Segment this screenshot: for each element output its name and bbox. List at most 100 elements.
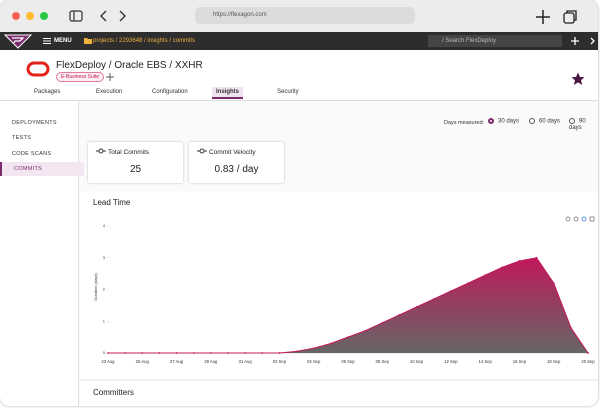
y-tick-label: 2 (103, 287, 106, 292)
x-tick-label: 31 Aug (239, 359, 253, 364)
point (329, 342, 332, 345)
point (432, 298, 435, 300)
sidebar: DEPLOYMENTS TESTS CODE SCANS COMMITS (0, 101, 84, 406)
nav-actions[interactable] (568, 35, 598, 47)
point (364, 329, 367, 332)
point (501, 266, 504, 269)
point (158, 352, 161, 354)
radio-selected[interactable] (488, 118, 494, 124)
card-title: Commit Velocity (209, 149, 256, 156)
radio-label: 30 days (498, 118, 520, 125)
card-icon (96, 148, 106, 154)
point (107, 352, 109, 354)
section-title: Committers (93, 388, 134, 397)
point (261, 352, 264, 354)
minimize-button[interactable] (26, 12, 34, 20)
browser-toolbar: https://flexagon.com (0, 0, 598, 32)
x-tick-label: 14 Sep (479, 359, 493, 364)
radio-label: 60 days (539, 118, 561, 125)
favorite-star[interactable] (571, 72, 585, 86)
point (569, 326, 572, 329)
point (124, 352, 127, 354)
x-tick-label: 04 Sep (307, 359, 321, 364)
radio-label: 90 days (569, 118, 586, 131)
sidebar-item[interactable]: DEPLOYMENTS (12, 120, 57, 126)
tab[interactable]: Security (277, 89, 299, 95)
lead-time-chart: Lead Time Duration (days) Committers 012… (80, 198, 598, 397)
radio-option[interactable]: 90 days (569, 118, 598, 131)
sidebar-item-active[interactable]: COMMITS (0, 162, 84, 176)
app-logo[interactable] (3, 33, 33, 49)
chart-title: Lead Time (93, 198, 131, 207)
point (312, 347, 315, 350)
card-icon (197, 148, 207, 154)
x-tick-label: 10 Sep (410, 359, 424, 364)
point (587, 352, 589, 354)
tab[interactable]: Configuration (152, 89, 188, 95)
x-tick-label: 25 Aug (136, 359, 150, 364)
point (227, 352, 229, 354)
point (415, 306, 418, 308)
point (552, 282, 555, 285)
x-tick-label: 16 Sep (513, 359, 527, 364)
x-tick-label: 27 Aug (170, 359, 184, 364)
x-tick-label: 08 Sep (376, 359, 390, 364)
project-title: FlexDeploy / Oracle EBS / XXHR (56, 60, 203, 71)
radio[interactable] (529, 118, 535, 124)
card-title: Total Commits (108, 149, 150, 156)
area (108, 257, 588, 353)
sidebar-item[interactable]: CODE SCANS (12, 151, 52, 157)
sidebar-item[interactable]: TESTS (12, 135, 32, 141)
radio-option[interactable]: 30 days (488, 118, 519, 125)
x-tick-label: 23 Aug (101, 359, 115, 364)
tab-active[interactable]: Insights (212, 87, 244, 99)
app-nav-bar: MENU projects / 2293648 / insights / com… (0, 32, 598, 50)
y-tick-label: 0 (103, 350, 106, 355)
point (467, 282, 469, 285)
point (449, 290, 452, 292)
toolbar-right-icons[interactable] (535, 9, 580, 25)
x-tick-label: 18 Sep (547, 359, 561, 364)
x-tick-label: 20 Sep (581, 359, 595, 364)
card-value: 0.83 / day (214, 164, 259, 175)
point (244, 352, 247, 354)
add-icon[interactable] (105, 72, 115, 82)
filter-label: Days measured: (444, 120, 485, 126)
point (295, 350, 298, 353)
radio-option[interactable]: 60 days (529, 118, 560, 125)
folder-icon (84, 38, 92, 44)
chart-toolbar[interactable] (565, 216, 595, 222)
x-tick-label: 29 Aug (204, 359, 218, 364)
toolbar-icons[interactable] (68, 9, 138, 23)
radio[interactable] (569, 118, 575, 124)
metric-card: Total Commits 25 (88, 142, 183, 183)
point (175, 352, 178, 354)
point (381, 321, 384, 324)
y-tick-label: 1 (103, 318, 106, 323)
y-tick-label: 3 (103, 255, 106, 260)
search-box[interactable]: / Search FlexDeploy (428, 35, 562, 47)
point (398, 314, 401, 316)
menu-button[interactable]: MENU (54, 38, 72, 44)
point (535, 256, 538, 259)
x-tick-label: 12 Sep (444, 359, 458, 364)
y-axis-label: Duration (days) (93, 273, 98, 301)
x-tick-label: 06 Sep (341, 359, 355, 364)
project-header: FlexDeploy / Oracle EBS / XXHR E-Busines… (0, 50, 598, 101)
maximize-button[interactable] (40, 12, 48, 20)
point (209, 352, 212, 354)
tab[interactable]: Packages (34, 89, 61, 95)
breadcrumb[interactable]: projects / 2293648 / insights / commits (93, 38, 196, 44)
point (484, 274, 487, 277)
point (347, 336, 349, 339)
menu-icon[interactable] (43, 37, 51, 45)
tab[interactable]: Execution (96, 89, 123, 95)
address-bar[interactable]: https://flexagon.com (195, 7, 415, 24)
y-tick-label: 4 (103, 223, 106, 228)
point (518, 260, 521, 262)
close-button[interactable] (12, 12, 20, 20)
metric-card: Commit Velocity 0.83 / day (189, 142, 284, 183)
card-value: 25 (129, 164, 142, 175)
project-badge: E-Business Suite (56, 72, 105, 82)
